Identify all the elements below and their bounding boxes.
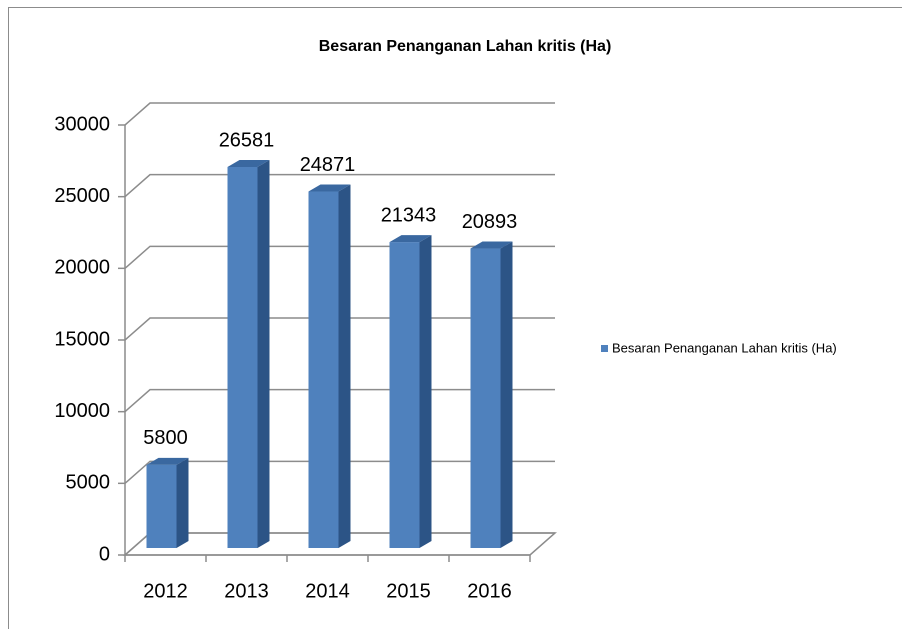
- bar-top: [470, 241, 513, 249]
- data-label: 20893: [462, 211, 518, 233]
- chart-title: Besaran Penanganan Lahan kritis (Ha): [319, 38, 612, 55]
- x-tick-label: 2016: [467, 580, 512, 602]
- data-label: 24871: [300, 154, 356, 176]
- y-tick-label: 0: [99, 543, 110, 565]
- bar-top: [308, 184, 351, 192]
- bar: [146, 464, 177, 548]
- bar-top: [146, 457, 189, 465]
- legend-label: Besaran Penanganan Lahan kritis (Ha): [612, 340, 837, 355]
- bar-side: [176, 457, 189, 548]
- y-tick-label: 20000: [54, 257, 110, 279]
- x-tick-label: 2012: [143, 580, 188, 602]
- bar-side: [419, 235, 432, 548]
- y-tick-label: 5000: [66, 472, 111, 494]
- bar-top: [389, 235, 432, 243]
- y-tick-label: 25000: [54, 185, 110, 207]
- grid-line: [124, 173, 555, 198]
- data-label: 26581: [219, 129, 275, 151]
- bar-side: [500, 241, 513, 548]
- y-tick-label: 10000: [54, 400, 110, 422]
- x-tick-label: 2014: [305, 580, 350, 602]
- bar: [227, 167, 258, 548]
- y-tick-label: 30000: [54, 113, 110, 135]
- bar: [470, 248, 501, 548]
- x-tick-label: 2015: [386, 580, 431, 602]
- bar-side: [338, 184, 351, 548]
- bar-side: [257, 160, 270, 548]
- x-tick-label: 2013: [224, 580, 269, 602]
- legend-swatch: [601, 345, 608, 352]
- grid-line: [124, 102, 555, 126]
- bar: [389, 242, 420, 548]
- bar-top: [227, 160, 270, 168]
- bar: [308, 191, 339, 548]
- data-label: 5800: [143, 427, 188, 449]
- data-label: 21343: [381, 204, 437, 226]
- y-tick-label: 15000: [54, 328, 110, 350]
